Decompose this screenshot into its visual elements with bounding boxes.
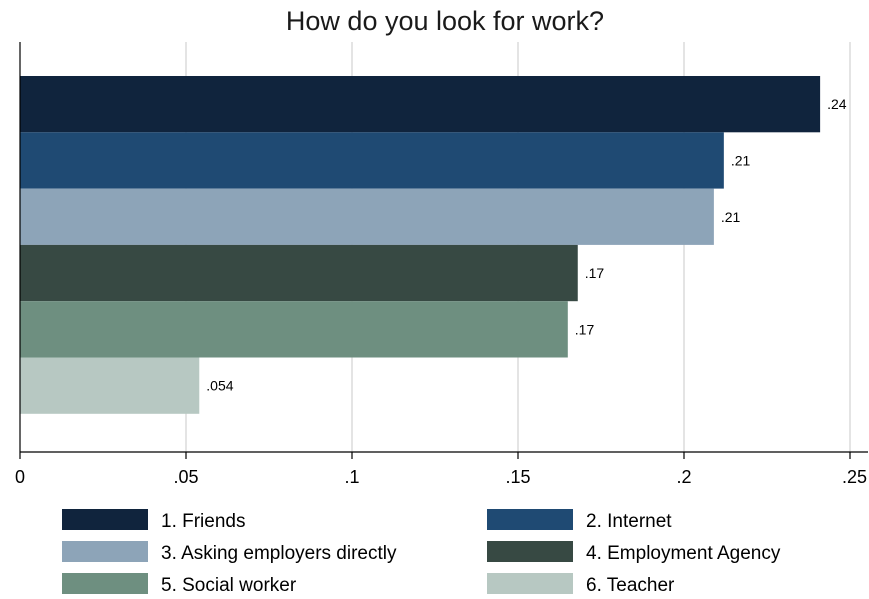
legend-swatch xyxy=(62,509,148,530)
bar xyxy=(20,301,568,358)
bar-value-label: .24 xyxy=(827,96,847,112)
legend-swatch xyxy=(62,541,148,562)
x-tick-label: .1 xyxy=(344,467,359,487)
legend-swatch xyxy=(487,509,573,530)
bar-value-label: .21 xyxy=(721,209,741,225)
bar-value-label: .054 xyxy=(206,378,233,394)
x-tick-label: .25 xyxy=(842,467,867,487)
legend-swatch xyxy=(487,541,573,562)
bar-value-label: .17 xyxy=(575,321,595,337)
chart-title: How do you look for work? xyxy=(286,6,604,36)
legend-label: 5. Social worker xyxy=(161,575,297,596)
legend-label: 3. Asking employers directly xyxy=(161,543,397,564)
legend-label: 1. Friends xyxy=(161,511,245,532)
bar-value-labels: .24 .21 .21 .17 .17 .054 xyxy=(206,96,847,394)
x-tick-label: .15 xyxy=(505,467,530,487)
legend-label: 6. Teacher xyxy=(586,575,675,596)
legend-label: 4. Employment Agency xyxy=(586,543,781,564)
bar xyxy=(20,132,724,189)
x-tick-label: 0 xyxy=(15,467,25,487)
legend: 1. Friends 2. Internet 3. Asking employers… xyxy=(62,509,781,596)
legend-swatch xyxy=(62,573,148,594)
x-axis-ticks: 0 .05 .1 .15 .2 .25 xyxy=(15,452,867,487)
legend-label: 2. Internet xyxy=(586,511,672,532)
bars xyxy=(20,76,821,414)
x-tick-label: .2 xyxy=(676,467,691,487)
axes xyxy=(19,42,868,453)
x-tick-label: .05 xyxy=(173,467,198,487)
bar-value-label: .21 xyxy=(731,152,751,168)
bar xyxy=(20,76,821,133)
bar-value-label: .17 xyxy=(585,265,605,281)
legend-swatch xyxy=(487,573,573,594)
bar xyxy=(20,244,578,302)
bar xyxy=(20,188,714,245)
bar xyxy=(20,357,200,414)
